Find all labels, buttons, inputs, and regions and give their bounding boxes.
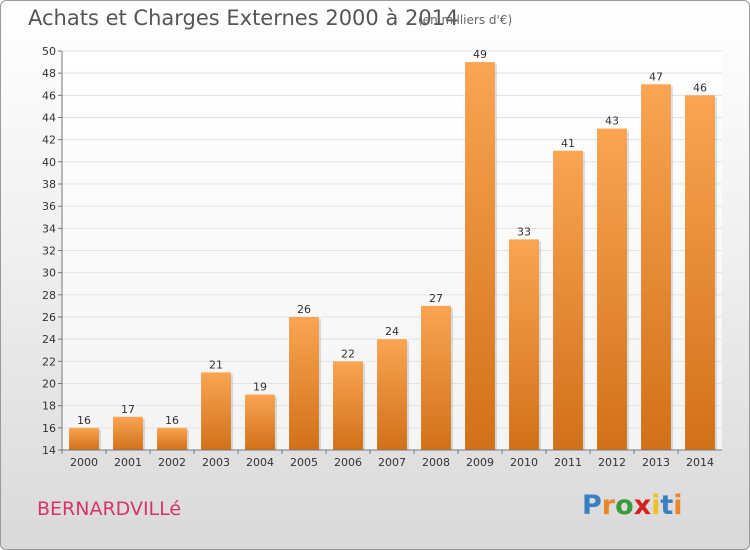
value-label: 19	[253, 381, 267, 394]
value-label: 26	[297, 303, 311, 316]
x-tick-label: 2005	[290, 456, 318, 469]
y-tick-label: 32	[42, 245, 56, 258]
commune-name: BERNARDVILLé	[37, 498, 182, 520]
x-tick-label: 2001	[114, 456, 142, 469]
value-label: 46	[693, 81, 707, 94]
axes: 14 16 18 20 22 24 26 28 30 32 34 36 38 40 42 44 46 48 50 20…	[42, 45, 722, 469]
y-tick-label: 30	[42, 267, 56, 280]
y-tick-label: 40	[42, 156, 56, 169]
logo-letter: t	[660, 490, 674, 521]
y-tick-label: 28	[42, 289, 56, 302]
bar	[509, 239, 539, 450]
logo-letter: P	[582, 490, 602, 521]
x-tick-label: 2002	[158, 456, 186, 469]
bar	[465, 62, 495, 450]
y-tick-label: 48	[42, 67, 56, 80]
bar	[553, 150, 583, 450]
y-tick-label: 42	[42, 134, 56, 147]
y-tick-label: 22	[42, 355, 56, 368]
bar	[377, 339, 407, 450]
value-label: 41	[561, 137, 575, 150]
x-tick-label: 2012	[598, 456, 626, 469]
x-tick-label: 2014	[686, 456, 714, 469]
x-tick-label: 2008	[422, 456, 450, 469]
value-label: 17	[121, 403, 135, 416]
y-tick-label: 34	[42, 222, 56, 235]
value-label: 22	[341, 347, 355, 360]
value-label: 27	[429, 292, 443, 305]
value-label: 16	[77, 414, 91, 427]
bar	[641, 84, 671, 450]
chart-subtitle: (en milliers d'€)	[418, 13, 513, 27]
bar	[289, 317, 319, 450]
y-tick-label: 24	[42, 333, 56, 346]
x-tick-label: 2003	[202, 456, 230, 469]
bar	[245, 394, 275, 450]
y-tick-label: 46	[42, 89, 56, 102]
y-tick-label: 50	[42, 45, 56, 58]
bar	[685, 95, 715, 450]
bar	[113, 416, 143, 450]
value-label: 24	[385, 325, 399, 338]
bar	[201, 372, 231, 450]
proxiti-logo: Proxiti	[582, 490, 683, 521]
value-label: 49	[473, 48, 487, 61]
bar	[597, 128, 627, 450]
y-tick-label: 26	[42, 311, 56, 324]
value-label: 47	[649, 70, 663, 83]
value-label: 43	[605, 115, 619, 128]
logo-letter: r	[601, 490, 616, 521]
value-label: 33	[517, 225, 531, 238]
bars: 16 17 16 21 19 26 22 24 27 49 33 41 43 47 46	[69, 48, 717, 451]
x-tick-label: 2011	[554, 456, 582, 469]
logo-letter: i	[673, 490, 683, 521]
logo-letter: i	[651, 490, 661, 521]
y-tick-label: 36	[42, 200, 56, 213]
x-tick-label: 2006	[334, 456, 362, 469]
x-tick-label: 2007	[378, 456, 406, 469]
bar	[333, 361, 363, 450]
logo-letter: x	[633, 490, 652, 521]
y-tick-label: 18	[42, 400, 56, 413]
y-tick-label: 20	[42, 378, 56, 391]
bar	[421, 305, 451, 450]
y-tick-label: 14	[42, 444, 56, 457]
bar	[157, 427, 187, 450]
value-label: 21	[209, 358, 223, 371]
x-tick-label: 2009	[466, 456, 494, 469]
value-label: 16	[165, 414, 179, 427]
logo-letter: o	[615, 490, 634, 521]
bar	[69, 427, 99, 450]
x-tick-label: 2010	[510, 456, 538, 469]
chart-title: Achats et Charges Externes 2000 à 2014	[28, 6, 459, 30]
x-tick-label: 2000	[70, 456, 98, 469]
y-tick-label: 16	[42, 422, 56, 435]
x-tick-label: 2013	[642, 456, 670, 469]
y-tick-label: 38	[42, 178, 56, 191]
y-tick-label: 44	[42, 112, 56, 125]
x-tick-label: 2004	[246, 456, 274, 469]
